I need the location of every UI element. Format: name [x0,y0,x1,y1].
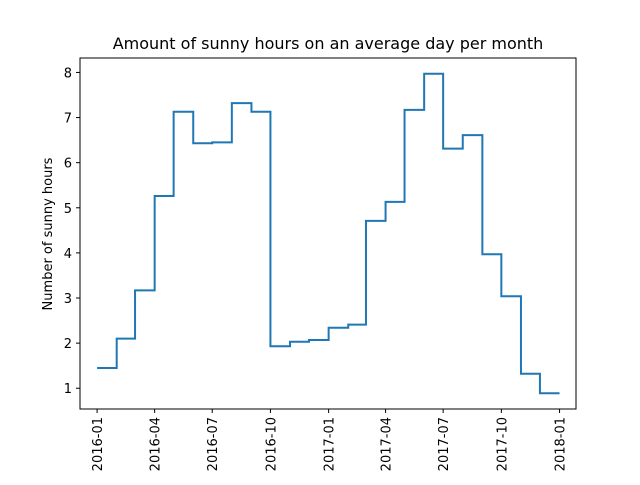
data-point [229,101,234,106]
x-tick-label: 2016-01 [91,417,106,471]
x-tick-label: 2016-04 [149,417,164,471]
data-point [307,337,312,342]
data-point [518,371,523,376]
data-point [422,71,427,76]
y-tick-label: 8 [64,66,72,81]
plot-frame [79,57,577,410]
data-point [210,140,215,145]
x-tick-label: 2017-04 [380,417,395,471]
chart-title: Amount of sunny hours on an average day … [113,34,544,53]
plot-area: 1 2 3 4 5 6 7 8 2016-01 2016-04 2016-07 2016-10 2017… [64,66,569,471]
data-point [441,146,446,151]
data-point [499,294,504,299]
y-tick-label: 7 [64,112,72,127]
data-point [480,252,485,257]
data-point [288,339,293,344]
data-point [95,365,100,370]
x-tick-label: 2017-07 [437,417,452,471]
data-point [249,109,254,114]
data-point [133,288,138,293]
y-tick-label: 1 [64,382,72,397]
y-tick-label: 5 [64,202,72,217]
x-tick-label: 2018-01 [554,417,569,471]
data-point [114,336,119,341]
y-tick-label: 3 [64,292,72,307]
data-point [268,344,273,349]
data-point [402,107,407,112]
x-tick-label: 2017-10 [495,417,510,471]
y-axis-label: Number of sunny hours [41,157,56,310]
series-line [97,72,560,395]
data-point [152,194,157,199]
x-tick-label: 2016-10 [264,417,279,471]
data-point [383,199,388,204]
x-tick-label: 2017-01 [323,417,338,471]
data-point [557,391,562,396]
y-tick-label: 4 [64,247,72,262]
data-point [537,391,542,396]
y-tick-label: 2 [64,337,72,352]
data-point [191,141,196,146]
data-point [460,133,465,138]
x-tick-label: 2016-07 [206,417,221,471]
data-point [326,325,331,330]
data-point [171,109,176,114]
data-point [363,218,368,223]
y-tick-label: 6 [64,157,72,172]
data-point [346,322,351,327]
